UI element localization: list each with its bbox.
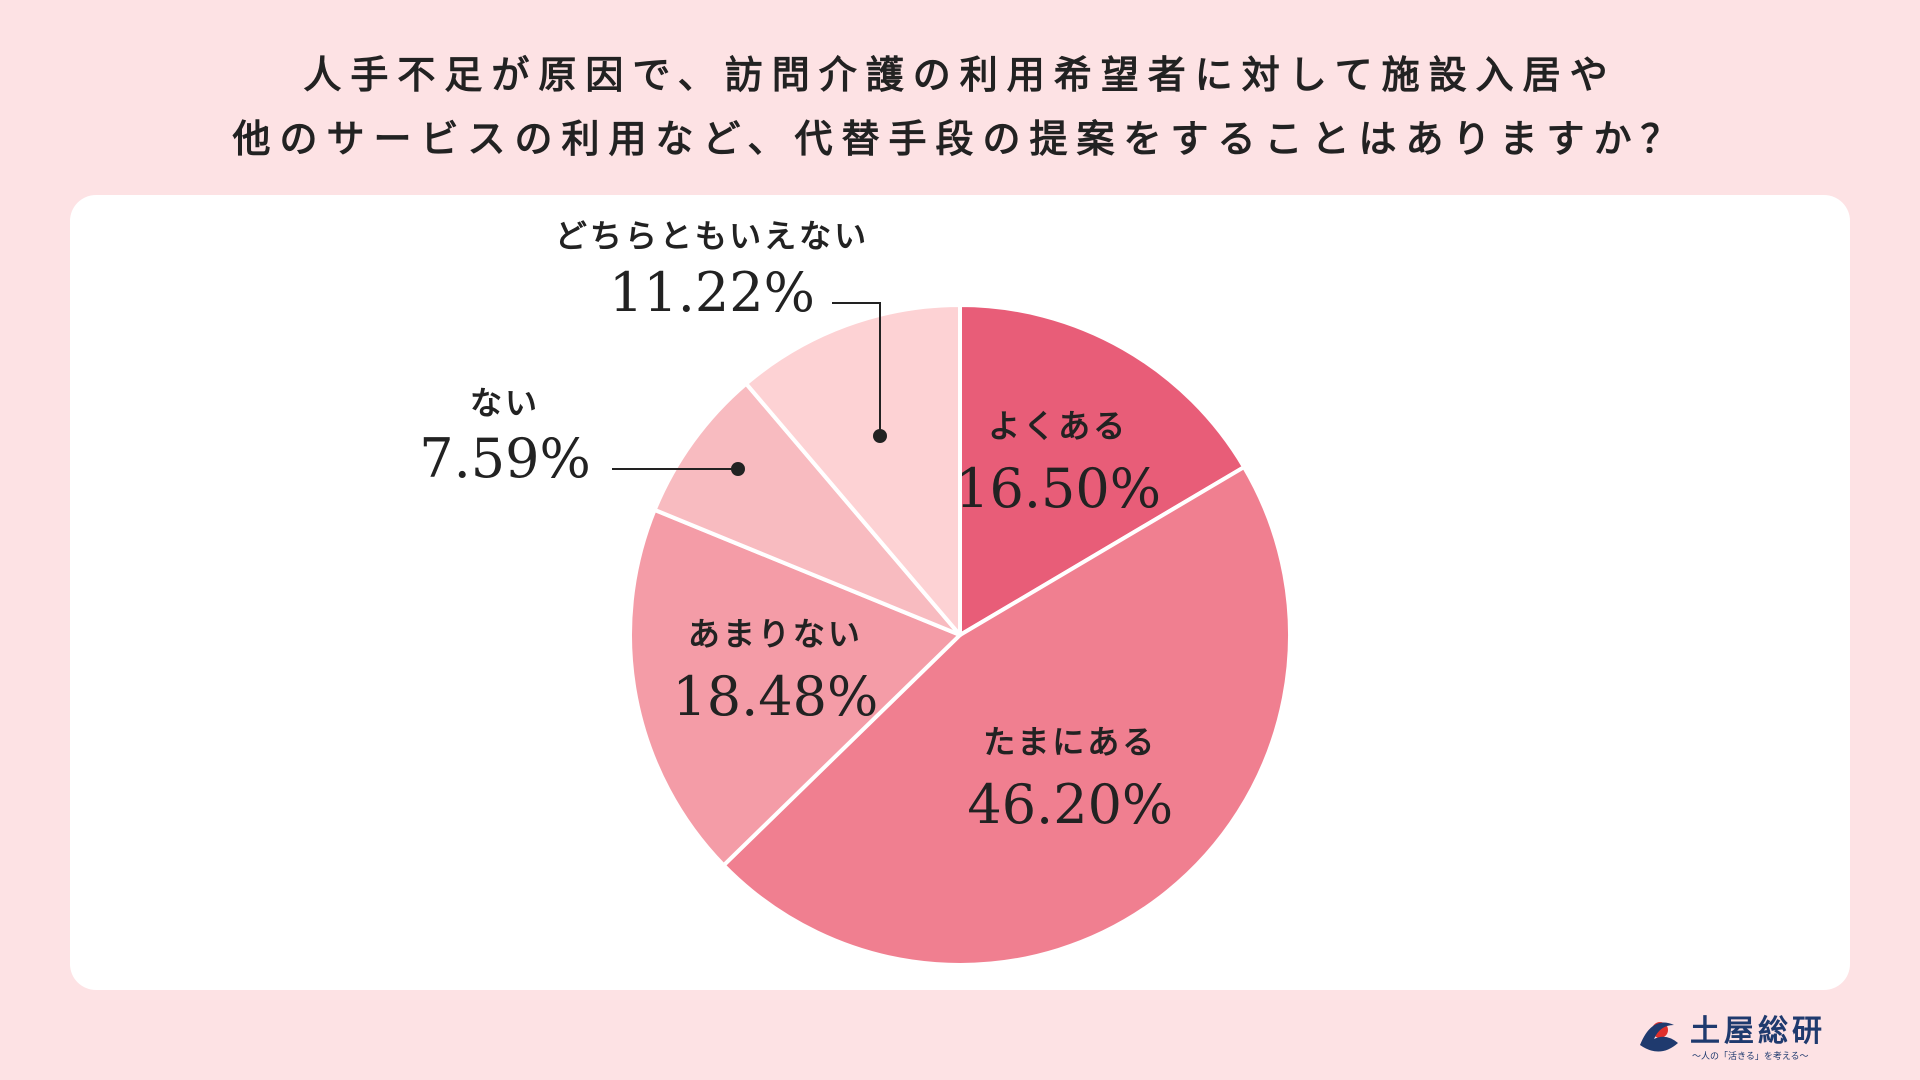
slice-label-sometimes: たまにある [983,723,1157,761]
slice-value-often: 16.50% [955,457,1161,520]
pie-slice-sometimes [721,465,1292,967]
pie-slice-often [958,303,1247,637]
leader-line-neutral [832,302,881,436]
slice-label-often: よくある [988,407,1128,445]
slice-value-never: 7.59% [419,427,591,490]
logo-wave-icon [1640,1022,1678,1052]
slice-value-sometimes: 46.20% [967,773,1173,836]
slice-label-rarely: あまりない [688,615,863,653]
pie-slice-rarely [628,507,962,868]
chart-title-line-2: 他のサービスの利用など、代替手段の提案をすることはありますか？ [232,117,1688,161]
chart-title-line-1: 人手不足が原因で、訪問介護の利用希望者に対して施設入居や [303,53,1617,97]
tsuchiya-soken-logo: 土屋総研 〜人の「活きる」を考える〜 [1640,1014,1826,1062]
slice-value-neutral: 11.22% [609,261,815,324]
slice-label-neutral: どちらともいえない [555,217,869,255]
slice-label-never: ない [470,384,540,422]
leader-dot-never [731,462,745,476]
logo-tagline: 〜人の「活きる」を考える〜 [1692,1050,1809,1062]
logo-name: 土屋総研 [1690,1014,1826,1049]
leader-dot-neutral [873,429,887,443]
pie-slice-neutral [744,303,962,637]
slice-value-rarely: 18.48% [672,665,878,728]
pie-slice-never [652,381,962,637]
